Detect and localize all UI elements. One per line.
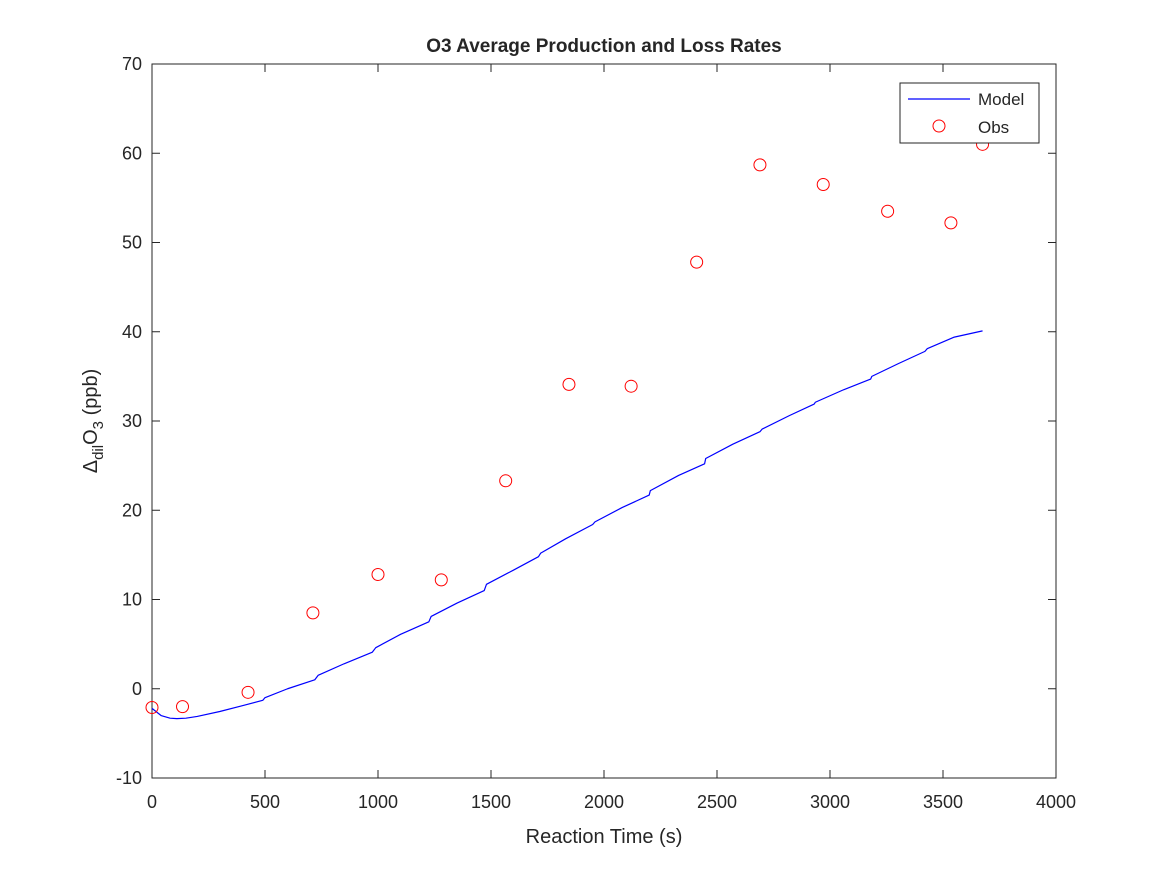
x-tick-label: 500	[250, 792, 280, 812]
obs-point	[306, 606, 320, 620]
x-tick-label: 4000	[1036, 792, 1076, 812]
obs-point	[562, 377, 576, 391]
y-tick-label: 30	[122, 411, 142, 431]
obs-point	[881, 204, 895, 218]
chart-title: O3 Average Production and Loss Rates	[426, 36, 781, 57]
y-axis-label: ΔdilO3 (ppb)	[80, 369, 107, 474]
plot-area: 0 500 1000 1500 2000 2500 3000 3500 4000 -100102…	[116, 54, 1076, 812]
obs-point	[241, 685, 255, 699]
x-tick-label: 3500	[923, 792, 963, 812]
y-tick-label: 20	[122, 500, 142, 520]
y-tick-label: 60	[122, 143, 142, 163]
x-tick-label: 1000	[358, 792, 398, 812]
model-line	[151, 330, 983, 720]
obs-point	[816, 177, 830, 191]
y-tick-label: 10	[122, 590, 142, 610]
obs-point	[753, 158, 767, 172]
obs-point	[944, 216, 958, 230]
y-axis-ticks: -10 0 10 20 30 40 50 60 70	[116, 54, 1056, 788]
obs-point	[499, 474, 513, 488]
x-tick-label: 0	[147, 792, 157, 812]
y-tick-label: 40	[122, 322, 142, 342]
legend-obs-label: Obs	[978, 118, 1009, 137]
obs-point	[176, 700, 190, 714]
x-tick-label: 1500	[471, 792, 511, 812]
y-axis-label-main: O	[80, 429, 102, 445]
legend-model-label: Model	[978, 90, 1024, 109]
y-axis-label-subscript-dil: dil	[90, 445, 107, 460]
obs-point	[434, 573, 448, 587]
obs-point	[371, 568, 385, 582]
legend-box	[899, 82, 1040, 144]
x-axis-label: Reaction Time (s)	[526, 826, 683, 848]
y-axis-label-prefix: Δ	[80, 460, 102, 473]
y-tick-label: 0	[132, 679, 142, 699]
legend-obs-swatch	[932, 119, 946, 133]
x-tick-label: 3000	[810, 792, 850, 812]
x-tick-label: 2000	[584, 792, 624, 812]
y-axis-label-subscript-3: 3	[90, 421, 107, 429]
y-tick-label: 70	[122, 54, 142, 74]
x-tick-label: 2500	[697, 792, 737, 812]
legend: Model Obs	[899, 82, 1040, 144]
obs-point	[690, 255, 704, 269]
series-model	[151, 330, 983, 720]
y-tick-label: -10	[116, 768, 142, 788]
y-axis-label-suffix: (ppb)	[80, 369, 102, 421]
obs-point	[145, 700, 159, 714]
x-axis-ticks: 0 500 1000 1500 2000 2500 3000 3500 4000	[147, 64, 1076, 812]
y-tick-label: 50	[122, 233, 142, 253]
obs-point	[624, 379, 638, 393]
